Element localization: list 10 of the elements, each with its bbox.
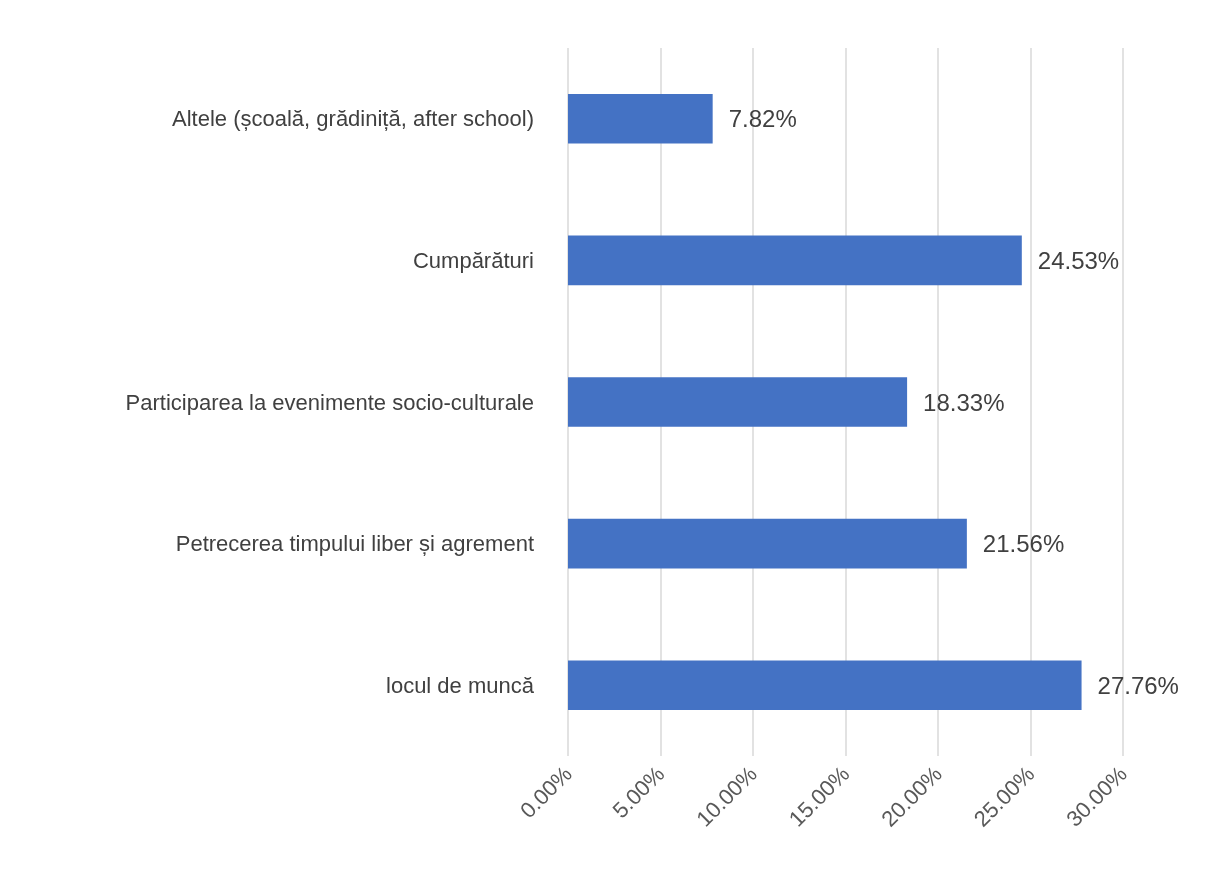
y-tick-label: Petrecerea timpului liber și agrement bbox=[175, 531, 534, 557]
data-label: 7.82% bbox=[728, 105, 797, 133]
y-tick-label: Participarea la evenimente socio-culturale bbox=[125, 389, 534, 415]
y-tick-label: locul de muncă bbox=[386, 672, 535, 698]
data-label: 24.53% bbox=[1037, 246, 1120, 274]
y-tick-label: Cumpărături bbox=[412, 247, 534, 273]
data-label: 27.76% bbox=[1097, 671, 1179, 699]
y-tick-label: Altele (școală, grădiniță, after school) bbox=[172, 106, 534, 132]
data-label: 21.56% bbox=[982, 530, 1065, 558]
data-label: 18.33% bbox=[923, 388, 1005, 416]
